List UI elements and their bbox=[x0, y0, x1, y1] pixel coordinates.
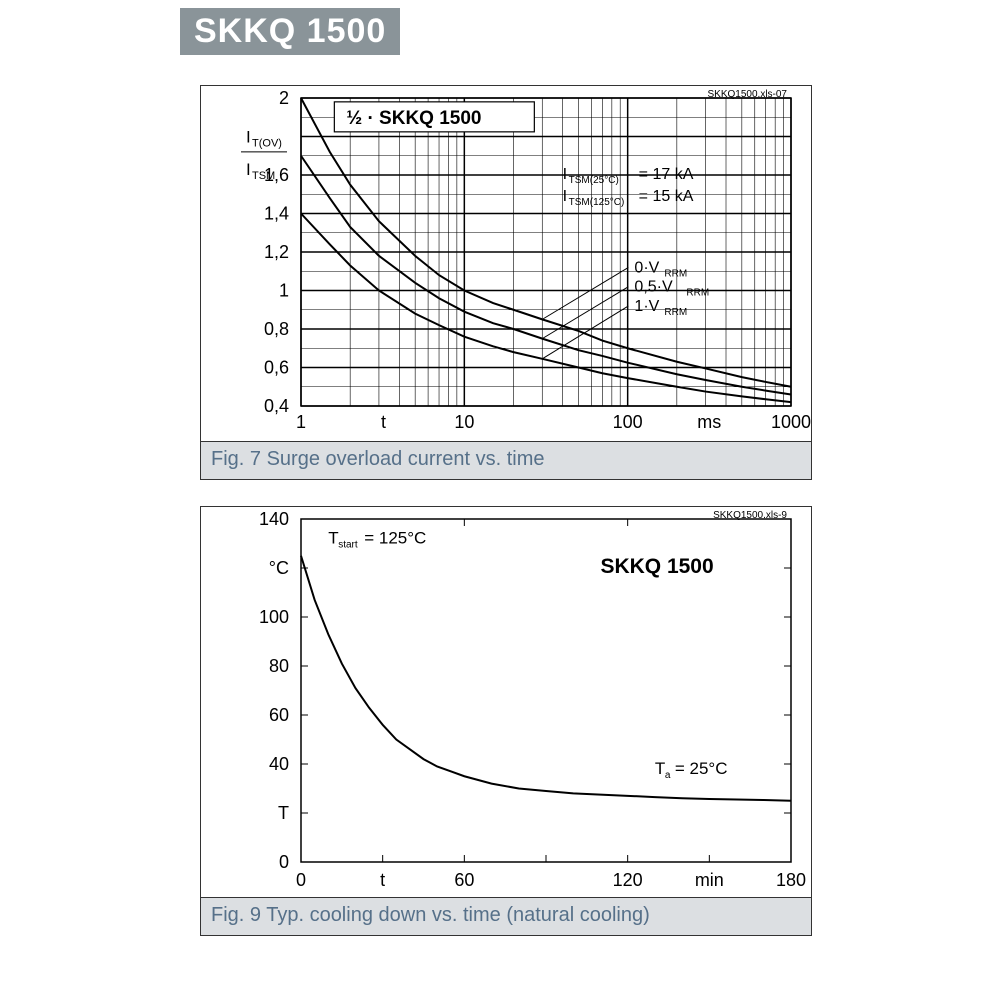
fig7-caption: Fig. 7 Surge overload current vs. time bbox=[201, 441, 811, 479]
svg-text:min: min bbox=[695, 870, 724, 890]
svg-text:0,6: 0,6 bbox=[264, 358, 289, 378]
svg-text:TSM: TSM bbox=[252, 170, 275, 182]
svg-text:TSM(125°C): TSM(125°C) bbox=[569, 197, 625, 208]
svg-text:°C: °C bbox=[269, 558, 289, 578]
svg-text:140: 140 bbox=[259, 509, 289, 529]
svg-text:I: I bbox=[563, 166, 567, 183]
page-title: SKKQ 1500 bbox=[194, 12, 386, 50]
svg-text:SKKQ1500.xls-07: SKKQ1500.xls-07 bbox=[708, 89, 788, 100]
svg-text:60: 60 bbox=[454, 870, 474, 890]
svg-text:SKKQ 1500: SKKQ 1500 bbox=[600, 555, 713, 578]
svg-text:a: a bbox=[665, 770, 671, 781]
svg-text:180: 180 bbox=[776, 870, 806, 890]
svg-text:40: 40 bbox=[269, 754, 289, 774]
svg-text:I: I bbox=[563, 188, 567, 205]
svg-text:0·V: 0·V bbox=[634, 259, 659, 276]
svg-text:= 15 kA: = 15 kA bbox=[639, 188, 694, 205]
fig9-chart: 0 T 40 60 80 100 °C 140 0 60 120 180 t min SKKQ1500.xl… bbox=[201, 507, 811, 897]
svg-text:T: T bbox=[655, 759, 665, 778]
svg-text:SKKQ1500.xls-9: SKKQ1500.xls-9 bbox=[713, 510, 787, 521]
svg-text:1,2: 1,2 bbox=[264, 242, 289, 262]
svg-text:ms: ms bbox=[697, 412, 721, 432]
svg-text:T(OV): T(OV) bbox=[252, 137, 282, 149]
page-title-bar: SKKQ 1500 bbox=[180, 8, 400, 55]
svg-text:= 25°C: = 25°C bbox=[675, 759, 728, 778]
svg-text:0: 0 bbox=[296, 870, 306, 890]
svg-text:½ · SKKQ 1500: ½ · SKKQ 1500 bbox=[346, 108, 481, 129]
svg-text:100: 100 bbox=[259, 607, 289, 627]
svg-text:100: 100 bbox=[613, 412, 643, 432]
svg-text:= 17 kA: = 17 kA bbox=[639, 166, 694, 183]
figure-9: 0 T 40 60 80 100 °C 140 0 60 120 180 t min SKKQ1500.xl… bbox=[200, 506, 812, 936]
svg-text:T: T bbox=[328, 529, 338, 548]
svg-text:0: 0 bbox=[279, 852, 289, 872]
fig9-caption: Fig. 9 Typ. cooling down vs. time (natur… bbox=[201, 897, 811, 935]
svg-text:= 125°C: = 125°C bbox=[364, 529, 426, 548]
svg-text:t: t bbox=[380, 870, 385, 890]
figure-7: 0,40,60,811,21,41,62IT(OV)ITSM1101001000… bbox=[200, 85, 812, 480]
fig7-chart: 0,40,60,811,21,41,62IT(OV)ITSM1101001000… bbox=[201, 86, 811, 441]
svg-text:60: 60 bbox=[269, 705, 289, 725]
svg-text:TSM(25°C): TSM(25°C) bbox=[569, 175, 619, 186]
svg-text:RRM: RRM bbox=[686, 288, 709, 299]
svg-text:0,5·V: 0,5·V bbox=[634, 279, 673, 296]
svg-text:1000: 1000 bbox=[771, 412, 811, 432]
svg-text:10: 10 bbox=[454, 412, 474, 432]
svg-text:RRM: RRM bbox=[664, 307, 687, 318]
svg-text:t: t bbox=[381, 412, 386, 432]
svg-text:80: 80 bbox=[269, 656, 289, 676]
svg-text:1: 1 bbox=[296, 412, 306, 432]
svg-text:2: 2 bbox=[279, 88, 289, 108]
svg-text:I: I bbox=[246, 160, 251, 179]
svg-text:120: 120 bbox=[613, 870, 643, 890]
svg-text:0,8: 0,8 bbox=[264, 319, 289, 339]
svg-text:0,4: 0,4 bbox=[264, 396, 289, 416]
svg-text:start: start bbox=[338, 540, 358, 551]
svg-text:I: I bbox=[246, 127, 251, 146]
svg-text:1·V: 1·V bbox=[634, 298, 659, 315]
svg-text:1,4: 1,4 bbox=[264, 204, 289, 224]
svg-text:1: 1 bbox=[279, 281, 289, 301]
svg-text:T: T bbox=[278, 803, 289, 823]
